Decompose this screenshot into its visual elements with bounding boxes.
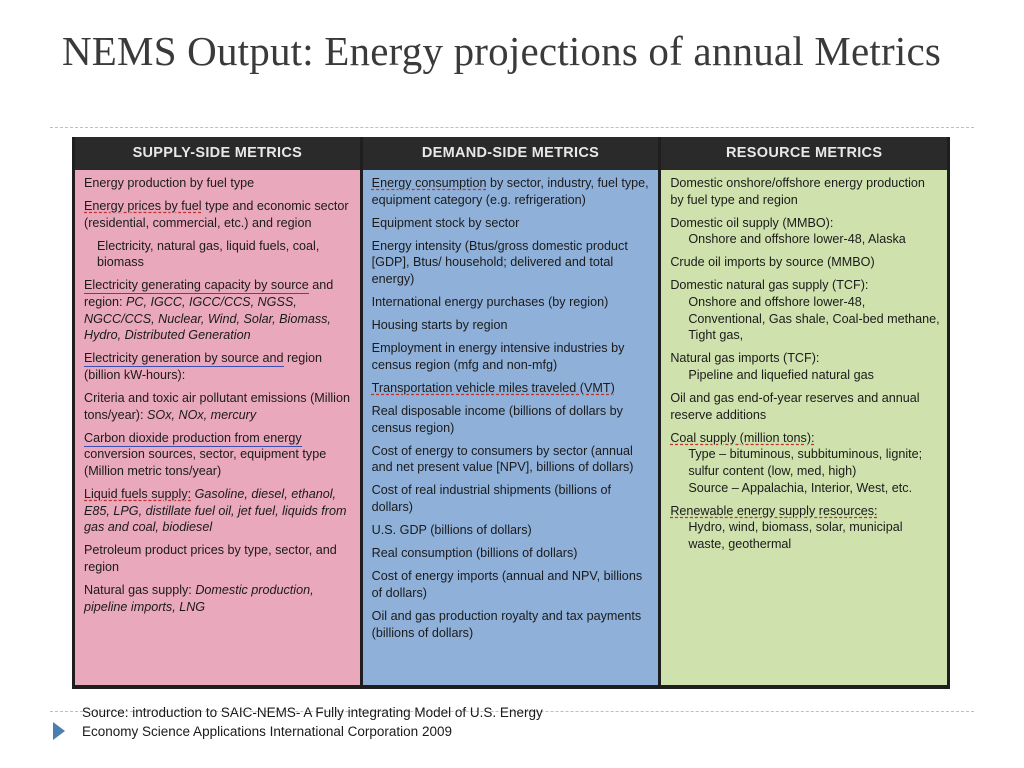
source-citation: Source: introduction to SAIC-NEMS- A Ful…	[82, 703, 642, 741]
metric-italic-text: SOx, NOx, mercury	[147, 407, 257, 422]
metric-text: Oil and gas end-of-year reserves and ann…	[670, 391, 920, 422]
metric-item: Energy prices by fuel type and economic …	[84, 198, 353, 231]
metric-item: Petroleum product prices by type, sector…	[84, 542, 353, 575]
metrics-table: SUPPLY-SIDE METRICS Energy production by…	[72, 137, 950, 689]
metric-text: Energy production by fuel type	[84, 176, 255, 190]
metric-subitem: Hydro, wind, biomass, solar, municipal w…	[688, 520, 903, 551]
metric-item: Domestic onshore/offshore energy product…	[670, 175, 940, 208]
metric-text: Cost of energy to consumers by sector (a…	[371, 443, 634, 475]
source-line-1: Source: introduction to SAIC-NEMS- A Ful…	[82, 705, 543, 720]
metric-item: Domestic natural gas supply (TCF): Onshor…	[670, 277, 940, 343]
metric-item: Coal supply (million tons): Type – bitumi…	[670, 430, 940, 496]
metric-text: Domestic onshore/offshore energy product…	[670, 176, 925, 207]
resource-column: RESOURCE METRICS Domestic onshore/offsho…	[661, 137, 947, 685]
bullet-arrow-icon	[53, 722, 65, 740]
metric-underlined-text: Energy consumption	[371, 176, 487, 190]
metric-item: Cost of real industrial shipments (billi…	[372, 482, 652, 515]
metric-item: Energy intensity (Btus/gross domestic pr…	[372, 238, 652, 288]
metric-subitem: Onshore and offshore lower-48, Alaska	[688, 232, 906, 247]
metric-text: Criteria and toxic air pollutant emissio…	[84, 391, 350, 422]
metric-text: Crude oil imports by source (MMBO)	[670, 255, 875, 270]
metric-item: Energy production by fuel type	[84, 175, 353, 192]
metric-subitem: Pipeline and liquefied natural gas	[688, 367, 874, 382]
source-line-2: Economy Science Applications Internation…	[82, 724, 452, 739]
metric-text: Oil and gas production royalty and tax p…	[371, 608, 642, 640]
metric-text: Cost of real industrial shipments (billi…	[371, 483, 612, 514]
demand-side-column: DEMAND-SIDE METRICS Energy consumption b…	[362, 137, 659, 685]
demand-side-list: Energy consumption by sector, industry, …	[362, 170, 659, 685]
metric-item: Criteria and toxic air pollutant emissio…	[84, 390, 353, 423]
metric-underlined-text: Renewable energy supply resources:	[670, 503, 878, 518]
metric-text: Real consumption (billions of dollars)	[371, 546, 578, 561]
metric-text: and region:	[84, 278, 334, 310]
metric-item: Energy consumption by sector, industry, …	[372, 175, 652, 208]
metric-underlined-text: Energy prices by fuel	[84, 199, 202, 214]
metric-item: Carbon dioxide production from energy co…	[84, 430, 353, 480]
metric-item: Cost of energy to consumers by sector (a…	[372, 443, 652, 476]
metric-item: International energy purchases (by regio…	[372, 294, 652, 311]
resource-list: Domestic onshore/offshore energy product…	[661, 170, 947, 685]
metric-underlined-text: Electricity generating capacity by sourc…	[84, 278, 309, 295]
metric-item: Real consumption (billions of dollars)	[372, 545, 652, 562]
title-divider	[50, 127, 974, 128]
metric-italic-text: Domestic production, pipeline imports, L…	[84, 582, 314, 614]
metric-text: Energy intensity (Btus/gross domestic pr…	[371, 238, 628, 286]
metric-underlined-text: Electricity generation by source and	[84, 351, 284, 368]
metric-text: region (billion kW-hours):	[84, 351, 323, 382]
metric-subtext: Electricity, natural gas, liquid fuels, …	[97, 238, 320, 270]
metric-item: Liquid fuels supply: Gasoline, diesel, e…	[84, 486, 353, 536]
metric-underlined-text: Liquid fuels supply:	[84, 487, 192, 501]
metric-item: Electricity generating capacity by sourc…	[84, 277, 353, 343]
metric-text: Domestic oil supply (MMBO):	[670, 215, 834, 230]
metric-text: type and economic sector (residential, c…	[84, 199, 349, 230]
metric-text: Natural gas imports (TCF):	[670, 351, 820, 366]
metric-item: Real disposable income (billions of doll…	[372, 403, 652, 436]
column-header-supply: SUPPLY-SIDE METRICS	[75, 137, 360, 170]
metric-item: Cost of energy imports (annual and NPV, …	[372, 568, 652, 601]
supply-side-column: SUPPLY-SIDE METRICS Energy production by…	[75, 137, 360, 685]
metric-text: Housing starts by region	[371, 318, 508, 333]
column-header-resource: RESOURCE METRICS	[661, 137, 947, 170]
metric-item: Oil and gas production royalty and tax p…	[372, 608, 652, 641]
metric-item: U.S. GDP (billions of dollars)	[372, 522, 652, 539]
metric-item: Crude oil imports by source (MMBO)	[670, 254, 940, 271]
metric-item: Domestic oil supply (MMBO): Onshore and o…	[670, 215, 940, 248]
metric-subitem: Onshore and offshore lower-48, Conventio…	[688, 295, 940, 343]
metric-text: Cost of energy imports (annual and NPV, …	[371, 569, 643, 600]
metric-text: Natural gas supply:	[84, 582, 196, 597]
metric-item: Oil and gas end-of-year reserves and ann…	[670, 390, 940, 423]
metric-subitem: Type – bituminous, subbituminous, lignit…	[688, 447, 923, 478]
metric-text: U.S. GDP (billions of dollars)	[371, 523, 532, 538]
metric-text: Domestic natural gas supply (TCF):	[670, 278, 869, 293]
metric-item: Natural gas supply: Domestic production,…	[84, 582, 353, 615]
metric-item: Electricity generation by source and reg…	[84, 350, 353, 383]
metric-item: Electricity, natural gas, liquid fuels, …	[84, 238, 353, 271]
footer-divider	[50, 711, 974, 712]
metric-text: Employment in energy intensive industrie…	[371, 341, 625, 372]
metric-item: Natural gas imports (TCF): Pipeline and l…	[670, 350, 940, 383]
metric-item: Employment in energy intensive industrie…	[372, 340, 652, 373]
metric-text: International energy purchases (by regio…	[371, 295, 609, 310]
metric-item: Housing starts by region	[372, 317, 652, 334]
metric-italic-text: Gasoline, diesel, ethanol, E85, LPG, dis…	[84, 487, 347, 535]
metric-text: by sector, industry, fuel type, equipmen…	[371, 176, 649, 207]
metric-subitem: Source – Appalachia, Interior, West, etc…	[688, 480, 913, 495]
slide-title: NEMS Output: Energy projections of annua…	[62, 28, 942, 74]
supply-side-list: Energy production by fuel type Energy pri…	[75, 170, 360, 685]
column-header-demand: DEMAND-SIDE METRICS	[362, 137, 659, 170]
metric-underlined-text: Carbon dioxide production from energy	[84, 430, 302, 447]
metric-text: Petroleum product prices by type, sector…	[84, 543, 337, 574]
metric-text: Real disposable income (billions of doll…	[371, 404, 623, 435]
metric-underlined-text: Coal supply (million tons):	[670, 430, 815, 445]
metric-italic-text: PC, IGCC, IGCC/CCS, NGSS, NGCC/CCS, Nucl…	[84, 295, 331, 343]
metric-underlined-text: Transportation vehicle miles traveled (V…	[371, 380, 615, 395]
metric-text: Equipment stock by sector	[371, 215, 520, 230]
metric-item: Renewable energy supply resources: Hydro,…	[670, 503, 940, 553]
metric-item: Transportation vehicle miles traveled (V…	[372, 380, 652, 397]
metric-item: Equipment stock by sector	[372, 215, 652, 232]
metric-text: conversion sources, sector, equipment ty…	[84, 447, 327, 478]
